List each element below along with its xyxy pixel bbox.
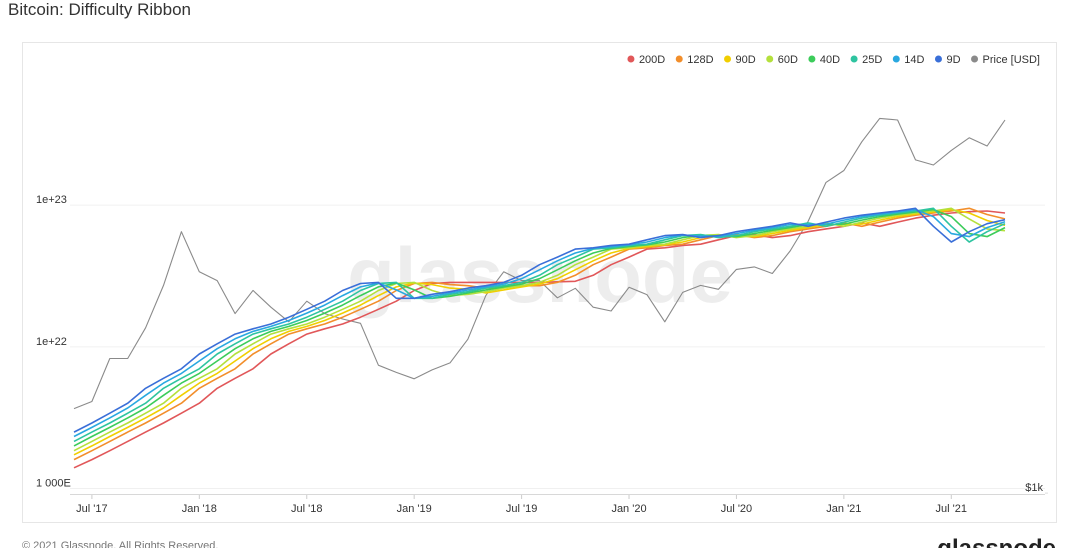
legend-swatch [808,55,816,63]
chart-title: Bitcoin: Difficulty Ribbon [8,0,191,19]
legend-label: 128D [687,54,713,66]
series-line [73,208,1006,447]
x-tick-label: Jul '17 [76,503,107,515]
legend-label: 90D [736,54,756,66]
x-tick-label: Jan '21 [826,503,861,515]
legend-swatch [934,55,942,63]
x-tick-label: Jan '18 [182,503,217,515]
legend-swatch [892,55,900,63]
legend-swatch [850,55,858,63]
legend-label: 60D [778,54,798,66]
legend-swatch [675,55,683,63]
x-tick-label: Jan '20 [611,503,646,515]
legend-swatch [766,55,774,63]
legend-swatch [627,55,635,63]
x-tick-label: Jan '19 [397,503,432,515]
legend-label: 14D [904,54,924,66]
series-line [73,208,1006,438]
x-tick-label: Jul '18 [291,503,322,515]
series-line [73,207,1006,433]
brand-logo: glassnode [937,535,1056,548]
legend-label: 9D [946,54,960,66]
legend-label: 25D [862,54,882,66]
y-tick-label: 1 000E [36,478,71,490]
legend-label: 200D [639,54,665,66]
series-line [73,207,1006,443]
legend-label: Price [USD] [983,54,1040,66]
y-tick-label: 1e+23 [36,194,67,206]
x-tick-label: Jul '21 [936,503,967,515]
series-line [73,207,1006,452]
x-tick-label: Jul '19 [506,503,537,515]
y-tick-label: 1e+22 [36,336,67,348]
series-line [73,117,1006,410]
legend-label: 40D [820,54,840,66]
footer: © 2021 Glassnode. All Rights Reserved. [22,540,218,548]
x-tick-label: Jul '20 [721,503,752,515]
legend-swatch [724,55,732,63]
y2-tick-label: $1k [1025,482,1043,494]
legend-swatch [971,55,979,63]
